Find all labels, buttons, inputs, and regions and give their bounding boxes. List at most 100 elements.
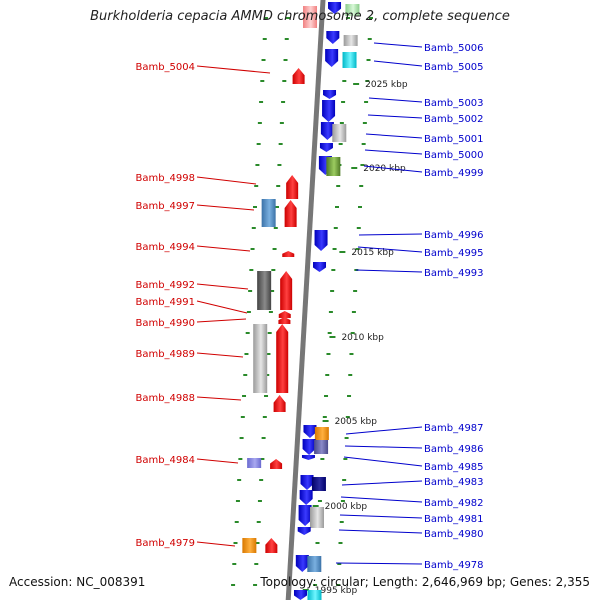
- label-leader: [196, 283, 249, 290]
- gene-block: [261, 199, 276, 227]
- gene-reverse: [323, 90, 337, 99]
- gene-block: [332, 124, 347, 142]
- gene-block: [314, 440, 329, 454]
- gene-reverse: [320, 122, 334, 140]
- label-leader: [341, 480, 423, 486]
- gene-forward: [270, 459, 283, 469]
- gene-forward: [278, 317, 291, 324]
- gene-label-reverse: Bamb_4995: [424, 248, 484, 259]
- gene-block: [309, 507, 324, 528]
- gene-block: [343, 35, 358, 46]
- label-leader: [344, 445, 423, 449]
- label-leader: [196, 204, 255, 211]
- scale-label: 2000 kbp: [325, 502, 368, 512]
- gene-reverse: [322, 100, 336, 122]
- gene-reverse: [314, 230, 328, 251]
- sequence-backbone: [285, 0, 326, 600]
- label-leader: [358, 233, 423, 236]
- gene-label-forward: Bamb_4998: [135, 173, 195, 184]
- gene-label-forward: Bamb_4989: [135, 349, 195, 360]
- gene-forward: [276, 324, 289, 393]
- label-leader: [339, 514, 423, 519]
- gene-reverse: [295, 555, 309, 572]
- accession-label: Accession: NC_008391: [9, 575, 146, 589]
- gene-label-forward: Bamb_4994: [135, 242, 195, 253]
- label-leader: [196, 176, 257, 185]
- scale-label: 2015 kbp: [351, 248, 394, 258]
- gene-label-forward: Bamb_4984: [135, 455, 195, 466]
- label-leader: [196, 318, 247, 323]
- gene-reverse: [301, 455, 315, 460]
- gene-label-reverse: Bamb_4982: [424, 498, 484, 509]
- gene-block: [242, 538, 257, 553]
- gene-label-reverse: Bamb_4985: [424, 462, 484, 473]
- label-leader: [355, 269, 423, 273]
- gene-reverse: [328, 2, 342, 14]
- label-leader: [364, 149, 423, 155]
- label-leader: [196, 396, 242, 401]
- label-leader: [196, 300, 248, 314]
- gene-reverse: [300, 475, 314, 490]
- gene-block: [307, 590, 322, 600]
- genome-summary: Topology: circular; Length: 2,646,969 bp…: [260, 575, 590, 589]
- scale-label: 2025 kbp: [365, 80, 408, 90]
- gene-label-forward: Bamb_4988: [135, 393, 195, 404]
- gene-label-reverse: Bamb_4981: [424, 514, 484, 525]
- gene-label-reverse: Bamb_4987: [424, 423, 484, 434]
- gene-reverse: [293, 590, 307, 600]
- scale-label: 2020 kbp: [363, 164, 406, 174]
- gene-reverse: [313, 262, 327, 272]
- gene-label-reverse: Bamb_4983: [424, 477, 484, 488]
- gene-reverse: [319, 143, 333, 152]
- gene-block: [326, 157, 341, 176]
- label-leader: [338, 529, 423, 534]
- scale-label: 2005 kbp: [335, 417, 378, 427]
- label-leader: [343, 456, 423, 467]
- label-leader: [365, 133, 423, 139]
- gene-reverse: [297, 527, 311, 535]
- scale-label: 2010 kbp: [341, 333, 384, 343]
- label-leader: [363, 165, 423, 173]
- gene-forward: [282, 251, 295, 257]
- gene-label-reverse: Bamb_4978: [424, 560, 484, 571]
- gene-block: [257, 271, 272, 310]
- label-leader: [196, 352, 244, 358]
- gene-block: [311, 477, 326, 491]
- gene-label-reverse: Bamb_4996: [424, 230, 484, 241]
- label-leader: [196, 541, 236, 547]
- label-leader: [196, 65, 271, 74]
- label-leader: [196, 458, 239, 464]
- label-leader: [335, 562, 423, 565]
- gene-block: [314, 427, 329, 440]
- label-leader: [340, 496, 423, 503]
- gene-reverse: [302, 439, 316, 455]
- label-leader: [368, 97, 423, 103]
- gene-label-forward: Bamb_4992: [135, 280, 195, 291]
- gene-label-reverse: Bamb_5006: [424, 43, 484, 54]
- gene-label-reverse: Bamb_4986: [424, 444, 484, 455]
- gene-block: [247, 458, 262, 468]
- gene-forward: [284, 200, 297, 227]
- gene-label-reverse: Bamb_5003: [424, 98, 484, 109]
- gene-block: [253, 324, 268, 393]
- gene-reverse: [298, 505, 312, 526]
- gene-reverse: [303, 425, 317, 438]
- label-leader: [357, 246, 423, 253]
- label-leader: [345, 426, 423, 435]
- label-leader: [373, 42, 423, 48]
- gene-forward: [278, 311, 291, 318]
- gene-reverse: [326, 31, 340, 44]
- gene-block: [307, 556, 322, 572]
- gene-reverse: [325, 49, 339, 67]
- gene-forward: [292, 68, 305, 84]
- gene-label-forward: Bamb_5004: [135, 62, 195, 73]
- gene-label-reverse: Bamb_5000: [424, 150, 484, 161]
- gene-block: [342, 52, 357, 68]
- gene-label-forward: Bamb_4979: [135, 538, 195, 549]
- gene-label-forward: Bamb_4991: [135, 297, 195, 308]
- scale-label: 1995 kbp: [315, 586, 358, 596]
- label-leader: [373, 60, 423, 67]
- gene-forward: [280, 271, 293, 310]
- label-leader: [196, 245, 251, 252]
